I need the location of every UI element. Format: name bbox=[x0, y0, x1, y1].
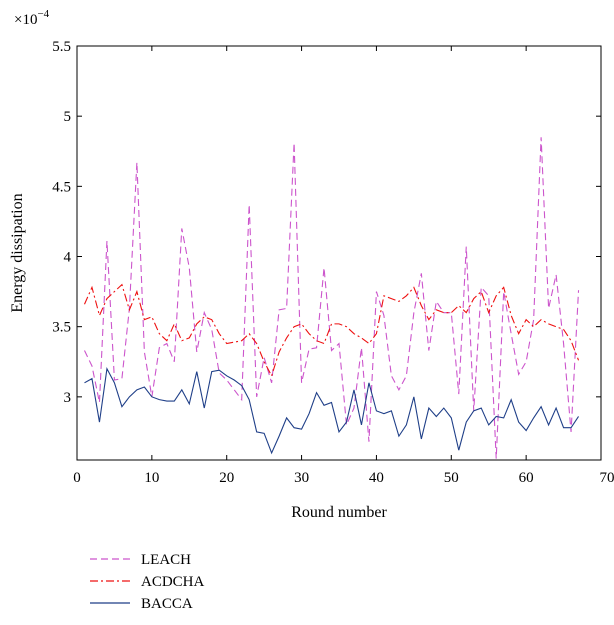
y-tick-label: 4 bbox=[64, 250, 72, 266]
series-line-bacca bbox=[84, 367, 579, 455]
legend-label-bacca: BACCA bbox=[141, 596, 193, 612]
legend: LEACH ACDCHA BACCA bbox=[90, 552, 205, 612]
plot-lines bbox=[83, 137, 580, 459]
y-axis-exponent-power: −4 bbox=[37, 8, 49, 20]
x-tick-label: 50 bbox=[444, 470, 459, 486]
plot-frame bbox=[76, 45, 602, 461]
series-line-acdcha bbox=[83, 283, 580, 378]
x-tick-label: 70 bbox=[600, 470, 614, 486]
x-axis-label: Round number bbox=[291, 504, 387, 521]
x-tick-label: 30 bbox=[294, 470, 309, 486]
y-tick-label: 3.5 bbox=[52, 320, 71, 336]
y-tick-label: 3 bbox=[64, 390, 72, 406]
legend-label-leach: LEACH bbox=[141, 552, 191, 568]
legend-label-acdcha: ACDCHA bbox=[141, 574, 205, 590]
y-axis-label: Energy dissipation bbox=[9, 193, 26, 312]
x-tick-label: 40 bbox=[369, 470, 384, 486]
x-tick-label: 60 bbox=[519, 470, 534, 486]
y-tick-label: 5 bbox=[64, 109, 72, 125]
series-line-leach bbox=[83, 137, 580, 459]
x-tick-label: 20 bbox=[219, 470, 234, 486]
axis-ticks: 0 10 20 30 40 50 60 70 3 3.5 4 4.5 5 5.5 bbox=[52, 39, 614, 486]
x-tick-label: 0 bbox=[73, 470, 81, 486]
y-tick-label: 5.5 bbox=[52, 39, 71, 55]
y-axis-exponent: ×10−4 bbox=[14, 8, 50, 28]
y-tick-label: 4.5 bbox=[52, 179, 71, 195]
x-tick-label: 10 bbox=[144, 470, 159, 486]
